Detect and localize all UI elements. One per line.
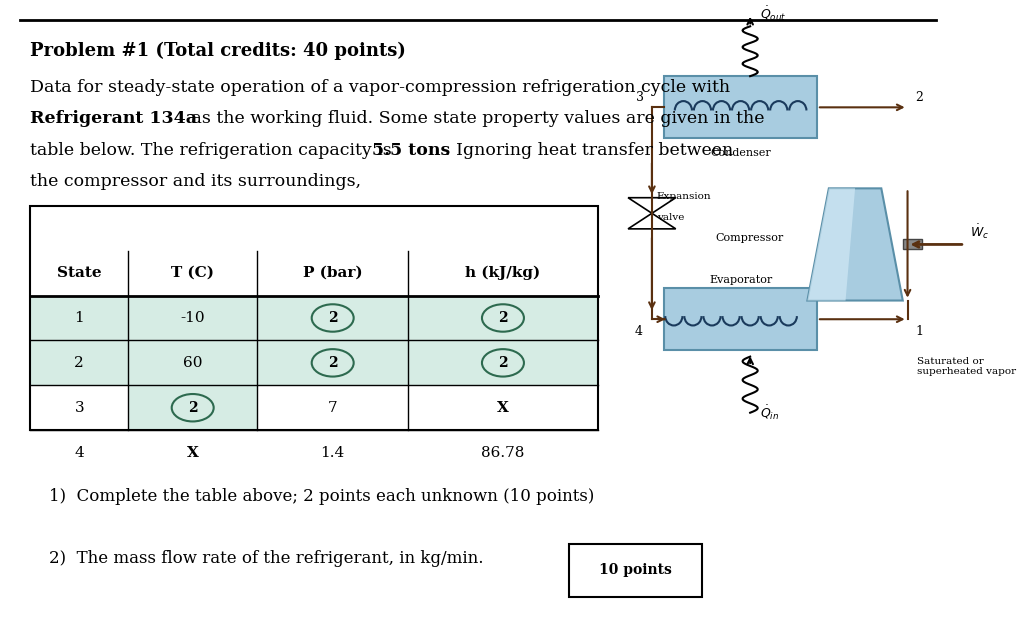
- Text: 1.4: 1.4: [321, 446, 345, 459]
- Bar: [30, 295, 598, 341]
- Circle shape: [311, 304, 353, 332]
- Text: 86.78: 86.78: [481, 446, 524, 459]
- Text: 2)  The mass flow rate of the refrigerant, in kg/min.: 2) The mass flow rate of the refrigerant…: [49, 550, 483, 567]
- FancyBboxPatch shape: [665, 288, 817, 351]
- Bar: [128, 385, 257, 430]
- Text: h (kJ/kg): h (kJ/kg): [465, 266, 541, 280]
- Text: table below. The refrigeration capacity is: table below. The refrigeration capacity …: [30, 141, 397, 158]
- Polygon shape: [807, 188, 903, 300]
- Circle shape: [172, 394, 214, 421]
- Text: $\dot{Q}_{out}$: $\dot{Q}_{out}$: [760, 4, 786, 23]
- Text: 4: 4: [75, 446, 84, 459]
- Text: $\dot{Q}_{in}$: $\dot{Q}_{in}$: [760, 403, 779, 422]
- Text: 1: 1: [75, 311, 84, 325]
- Text: 2: 2: [498, 356, 508, 370]
- Text: Expansion: Expansion: [656, 192, 712, 201]
- Text: Condenser: Condenser: [711, 148, 771, 158]
- Text: Refrigerant 134a: Refrigerant 134a: [30, 110, 197, 128]
- Text: 7: 7: [328, 401, 338, 415]
- Text: Evaporator: Evaporator: [709, 275, 772, 285]
- Bar: [903, 240, 922, 249]
- Text: valve: valve: [656, 213, 684, 222]
- Text: $\dot{W}_c$: $\dot{W}_c$: [970, 223, 989, 242]
- Text: -10: -10: [180, 311, 205, 325]
- Text: 2: 2: [498, 311, 508, 325]
- Text: 3: 3: [75, 401, 84, 415]
- Text: as the working fluid. Some state property values are given in the: as the working fluid. Some state propert…: [185, 110, 764, 128]
- Text: 2: 2: [75, 356, 84, 370]
- Text: 1)  Complete the table above; 2 points each unknown (10 points): 1) Complete the table above; 2 points ea…: [49, 488, 595, 505]
- Text: 2: 2: [915, 91, 923, 104]
- Text: P (bar): P (bar): [303, 266, 362, 280]
- Text: Problem #1 (Total credits: 40 points): Problem #1 (Total credits: 40 points): [30, 42, 406, 60]
- Text: 3: 3: [636, 91, 644, 104]
- Text: 60: 60: [183, 356, 203, 370]
- Polygon shape: [807, 188, 855, 300]
- Bar: [30, 341, 598, 385]
- Text: 1: 1: [915, 326, 924, 339]
- Circle shape: [311, 349, 353, 377]
- Polygon shape: [628, 213, 676, 229]
- Text: Data for steady-state operation of a vapor-compression refrigeration cycle with: Data for steady-state operation of a vap…: [30, 80, 730, 96]
- Text: State: State: [57, 266, 101, 280]
- Text: 5.5 tons: 5.5 tons: [372, 141, 451, 158]
- Text: Saturated or
superheated vapor: Saturated or superheated vapor: [918, 357, 1016, 376]
- Text: . Ignoring heat transfer between: . Ignoring heat transfer between: [445, 141, 733, 158]
- Polygon shape: [628, 198, 676, 213]
- Text: 2: 2: [328, 311, 338, 325]
- Circle shape: [482, 349, 524, 377]
- Text: 10 points: 10 points: [599, 563, 672, 577]
- Text: 4: 4: [635, 326, 642, 339]
- FancyBboxPatch shape: [569, 543, 702, 597]
- Text: 2: 2: [187, 401, 198, 415]
- Text: X: X: [497, 401, 509, 415]
- Bar: [30, 206, 598, 430]
- FancyBboxPatch shape: [665, 76, 817, 138]
- Text: X: X: [186, 446, 199, 459]
- Circle shape: [482, 304, 524, 332]
- Text: the compressor and its surroundings,: the compressor and its surroundings,: [30, 173, 361, 190]
- Text: Compressor: Compressor: [716, 233, 783, 244]
- Text: T (C): T (C): [171, 266, 214, 280]
- Text: 2: 2: [328, 356, 338, 370]
